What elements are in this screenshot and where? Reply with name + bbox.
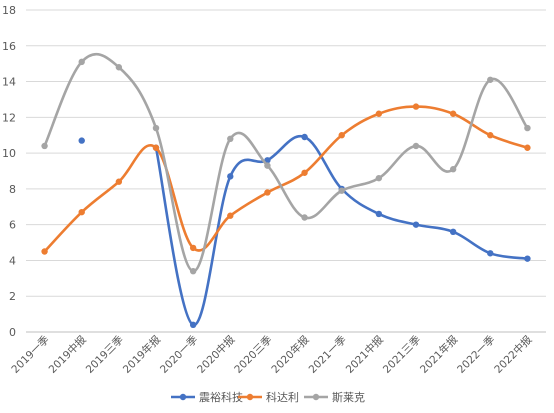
y-axis: 0 2 4 6 8 10 12 14 16 18 [2,4,16,339]
x-tick-label: 2020一季 [158,333,201,376]
data-point [524,255,531,262]
series-group [41,103,531,255]
y-tick-label: 14 [2,76,16,89]
data-point [375,110,383,117]
legend-label: 斯莱克 [332,391,365,404]
y-tick-label: 2 [9,290,16,303]
y-tick-label: 12 [2,111,16,124]
data-point [412,103,420,110]
series-group [41,52,531,275]
data-point [189,321,197,329]
series-line [43,105,529,253]
data-point [41,142,48,150]
legend-item: 科达利 [238,390,299,404]
data-point [152,124,160,132]
y-tick-label: 8 [9,183,16,196]
data-point [338,187,345,194]
x-tick-label: 2021三季 [381,333,424,376]
data-point [227,212,234,219]
data-point [41,248,48,255]
y-tick-label: 4 [9,254,16,267]
data-point [449,228,457,236]
data-point [301,214,308,221]
y-tick-label: 0 [9,326,16,339]
y-tick-label: 16 [2,40,16,53]
x-tick-label: 2020年报 [269,333,312,376]
x-tick-label: 2020中报 [194,333,237,376]
x-tick-label: 2021一季 [307,333,350,376]
x-axis: 2019一季2019中报2019三季2019年报2020一季2020中报2020… [9,333,534,376]
x-tick-label: 2022中报 [492,333,535,376]
data-point [375,210,383,218]
data-point [189,267,197,275]
legend-swatch-marker [179,393,187,401]
data-point [449,110,457,117]
data-point [264,189,271,196]
x-tick-label: 2019三季 [84,333,127,376]
data-point [152,144,160,151]
series-group [78,133,531,329]
series-line [43,52,529,273]
legend-item: 震裕科技 [171,390,243,404]
data-point [301,133,308,141]
y-tick-label: 6 [9,219,16,232]
x-tick-label: 2022一季 [455,333,498,376]
data-point [412,142,420,150]
legend-label: 震裕科技 [199,390,243,404]
data-point [115,64,123,71]
data-point [524,144,531,151]
x-tick-label: 2019一季 [9,333,52,376]
data-point [375,174,383,182]
data-point [227,173,234,180]
data-point [487,76,494,83]
data-point [78,137,85,144]
legend-swatch-marker [312,393,320,401]
legend-swatch-marker [246,393,254,401]
x-tick-label: 2020三季 [232,333,275,376]
data-point [227,135,234,142]
data-point [449,166,457,173]
data-point [301,169,308,176]
legend: 震裕科技 科达利 斯莱克 [171,390,365,404]
legend-label: 科达利 [266,390,299,404]
data-point [115,178,123,185]
data-point [412,221,420,228]
data-point [338,132,345,139]
data-point [264,162,271,169]
x-tick-label: 2019中报 [46,333,89,376]
data-point [189,244,197,252]
x-tick-label: 2019年报 [120,333,163,376]
legend-item: 斯莱克 [304,391,365,404]
x-tick-label: 2021中报 [343,333,386,376]
series-layer [41,52,531,329]
data-point [487,250,494,257]
y-tick-label: 18 [2,4,16,17]
data-point [78,208,85,216]
x-tick-label: 2021年报 [417,333,460,376]
y-tick-label: 10 [2,147,16,160]
gridlines [26,9,546,333]
data-point [78,58,85,66]
data-point [487,132,494,139]
data-point [524,124,531,132]
